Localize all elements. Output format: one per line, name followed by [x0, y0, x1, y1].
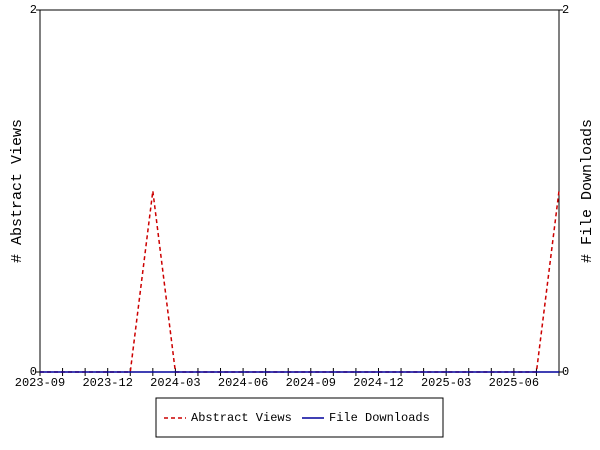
legend-label: Abstract Views: [191, 411, 292, 425]
x-tick-label: 2025-06: [489, 376, 539, 390]
x-tick-label: 2023-09: [15, 376, 65, 390]
x-tick-label: 2024-03: [150, 376, 200, 390]
y-axis-title: # Abstract Views: [9, 119, 26, 263]
y-tick-label: 0: [30, 365, 37, 379]
x-tick-label: 2024-09: [286, 376, 336, 390]
legend-label: File Downloads: [329, 411, 430, 425]
plot-area: [39, 9, 560, 373]
y2-tick-label: 0: [562, 365, 569, 379]
x-tick-label: 2023-12: [82, 376, 132, 390]
y2-tick-label: 2: [562, 3, 569, 17]
y2-axis-title: # File Downloads: [579, 119, 596, 263]
y-tick-label: 2: [30, 3, 37, 17]
x-tick-label: 2024-06: [218, 376, 268, 390]
legend: [155, 397, 444, 438]
x-tick-label: 2024-12: [353, 376, 403, 390]
x-tick-label: 2025-03: [421, 376, 471, 390]
